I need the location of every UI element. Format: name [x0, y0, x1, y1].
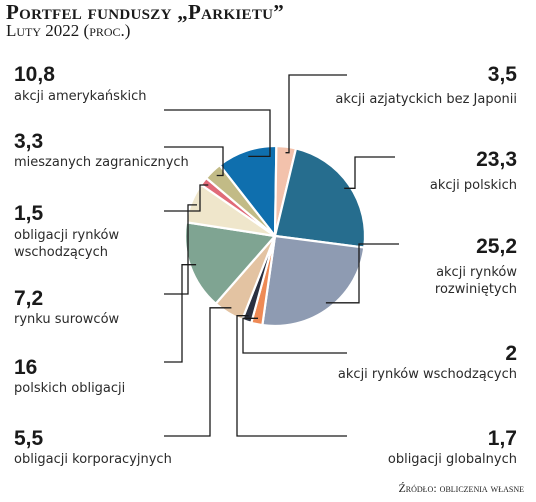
slice-value-1: 3,5: [488, 63, 518, 86]
slice-value-9: 1,5: [14, 202, 44, 225]
leader-line-0: [164, 109, 271, 158]
slice-label-8-0: rynku surowców: [14, 312, 120, 327]
chart-subtitle: Luty 2022 (proc.): [6, 21, 131, 40]
slice-value-2: 23,3: [476, 148, 517, 171]
pie-slice-10: [204, 163, 276, 237]
source-note: Źródło: obliczenia własne: [398, 481, 524, 495]
slice-value-6: 5,5: [14, 427, 44, 450]
leader-line-7: [164, 264, 197, 363]
slice-value-0: 10,8: [14, 63, 55, 86]
slice-label-2-0: akcji polskich: [430, 178, 517, 193]
leader-line-10: [164, 146, 224, 177]
slice-label-7-0: polskich obligacji: [14, 381, 125, 396]
pie-slices: [183, 144, 367, 328]
slice-label-5-0: obligacji globalnych: [388, 452, 517, 467]
slice-label-9-1: wschodzących: [14, 245, 108, 260]
slice-label-4-0: akcji rynków wschodzących: [338, 367, 517, 382]
slice-value-7: 16: [14, 356, 37, 379]
slice-value-3: 25,2: [476, 235, 517, 258]
slice-label-6-0: obligacji korporacyjnych: [14, 452, 172, 467]
leader-lines: [164, 74, 399, 437]
slice-label-1-0: akcji azjatyckich bez Japonii: [335, 92, 517, 107]
slice-value-8: 7,2: [14, 287, 43, 310]
slice-label-3-0: akcji rynków: [436, 265, 517, 280]
leader-line-5: [236, 315, 347, 437]
chart-title: Portfel funduszy „Parkietu”: [6, 0, 285, 24]
pie-slice-2: [273, 147, 367, 249]
leader-line-6: [164, 307, 232, 437]
slice-value-5: 1,7: [488, 427, 517, 450]
leader-line-2: [344, 156, 395, 189]
slice-label-10-0: mieszanych zagranicznych: [14, 155, 189, 170]
slice-label-0-0: akcji amerykańskich: [14, 89, 146, 104]
pie-slice-3: [261, 234, 366, 328]
slice-value-4: 2: [505, 342, 517, 365]
pie-slice-7: [183, 220, 278, 306]
slice-value-10: 3,3: [14, 130, 43, 153]
slice-label-9-0: obligacji rynków: [14, 228, 119, 243]
slice-labels: 10,8 akcji amerykańskich 3,5 akcji azjatyck…: [14, 63, 517, 467]
leader-line-4: [242, 317, 347, 354]
leader-line-3: [325, 243, 399, 304]
leader-line-8: [164, 204, 197, 295]
slice-label-3-1: rozwiniętych: [435, 282, 517, 297]
leader-line-9: [164, 184, 209, 212]
leader-line-1: [285, 74, 347, 154]
